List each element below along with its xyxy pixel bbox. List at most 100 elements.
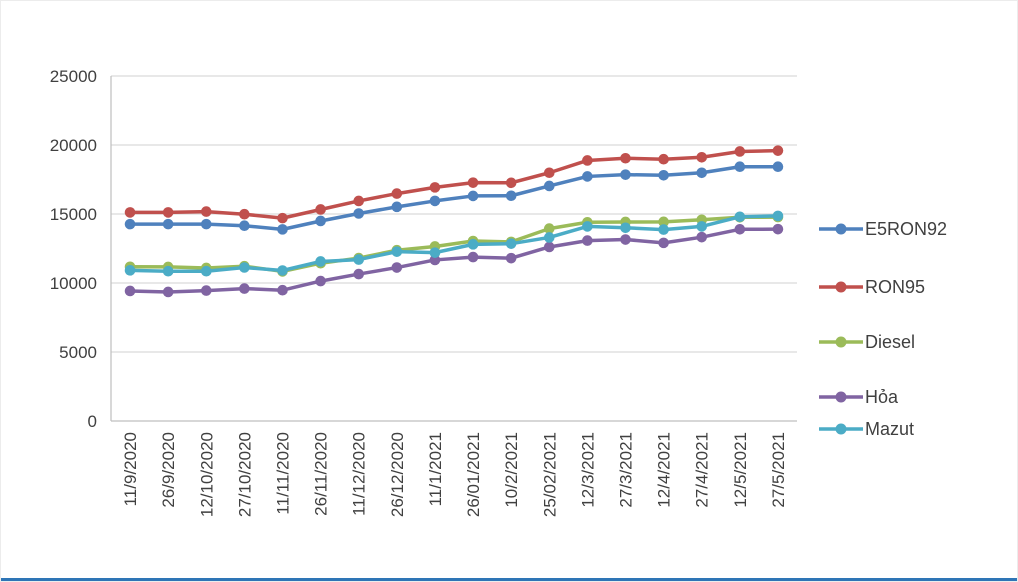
data-point-RON95 bbox=[429, 182, 441, 193]
x-axis-tick-label: 12/4/2021 bbox=[655, 432, 674, 508]
x-axis-tick-label: 26/12/2020 bbox=[388, 432, 407, 517]
data-point-Mazut bbox=[315, 256, 326, 267]
y-axis-tick-label: 0 bbox=[88, 412, 97, 431]
data-point-Hỏa bbox=[772, 223, 784, 235]
data-point-Mazut bbox=[772, 210, 784, 222]
y-axis-tick-label: 15000 bbox=[50, 205, 97, 224]
data-point-RON95 bbox=[467, 177, 479, 188]
data-point-Hỏa bbox=[734, 224, 746, 235]
data-point-Mazut bbox=[353, 254, 365, 265]
legend-item-diesel: Diesel bbox=[819, 330, 915, 354]
data-point-E5RON92 bbox=[429, 195, 441, 207]
data-point-Diesel bbox=[658, 216, 669, 228]
x-axis-tick-label: 27/5/2021 bbox=[769, 432, 788, 508]
legend-item-hoa: Hỏa bbox=[819, 385, 898, 409]
data-point-RON95 bbox=[239, 208, 250, 220]
x-axis-tick-label: 12/5/2021 bbox=[731, 432, 750, 508]
data-point-Diesel bbox=[543, 223, 555, 234]
legend-marker-icon bbox=[819, 423, 863, 435]
x-axis-tick-label: 11/11/2020 bbox=[274, 432, 293, 515]
data-point-Hỏa bbox=[658, 237, 669, 249]
data-point-E5RON92 bbox=[467, 190, 479, 202]
data-point-Mazut bbox=[505, 238, 517, 249]
series-line-E5RON92 bbox=[128, 164, 780, 232]
series-line-Hỏa bbox=[128, 227, 780, 294]
data-point-RON95 bbox=[505, 177, 517, 189]
data-point-E5RON92 bbox=[505, 190, 517, 202]
data-point-E5RON92 bbox=[582, 171, 593, 182]
y-axis-tick-label: 20000 bbox=[50, 136, 97, 155]
data-point-Hỏa bbox=[696, 231, 708, 243]
data-point-RON95 bbox=[734, 146, 746, 157]
data-point-RON95 bbox=[277, 212, 288, 224]
data-point-Hỏa bbox=[467, 251, 479, 263]
data-point-Hỏa bbox=[391, 262, 403, 273]
data-point-E5RON92 bbox=[658, 169, 669, 181]
data-point-RON95 bbox=[582, 155, 593, 166]
x-axis-tick-label: 26/11/2020 bbox=[312, 432, 331, 516]
data-point-Mazut bbox=[620, 222, 631, 234]
legend-label: Hỏa bbox=[865, 386, 899, 407]
data-point-Hỏa bbox=[620, 234, 631, 245]
data-point-Mazut bbox=[391, 246, 403, 257]
data-point-RON95 bbox=[315, 204, 326, 215]
x-axis-tick-label: 12/10/2020 bbox=[197, 432, 216, 517]
x-axis-tick-label: 10/2/2021 bbox=[502, 432, 521, 508]
legend-label: E5RON92 bbox=[865, 218, 948, 239]
window-bottom-edge bbox=[1, 578, 1017, 581]
data-point-Hỏa bbox=[162, 286, 174, 298]
data-point-E5RON92 bbox=[772, 161, 784, 173]
data-point-Hỏa bbox=[543, 241, 555, 253]
x-axis-tick-label: 26/9/2020 bbox=[159, 432, 178, 508]
x-axis-tick-label: 26/01/2021 bbox=[464, 432, 483, 517]
legend-item-e5ron92: E5RON92 bbox=[819, 217, 947, 241]
x-axis-tick-label: 12/3/2021 bbox=[578, 432, 597, 508]
data-point-Hỏa bbox=[277, 284, 288, 296]
data-point-E5RON92 bbox=[734, 161, 746, 173]
series-line-Mazut bbox=[128, 214, 780, 273]
data-point-E5RON92 bbox=[277, 224, 288, 235]
data-point-Hỏa bbox=[124, 285, 136, 297]
data-point-E5RON92 bbox=[543, 180, 555, 192]
data-point-RON95 bbox=[620, 152, 631, 164]
data-point-RON95 bbox=[772, 145, 784, 156]
data-point-Mazut bbox=[200, 265, 212, 277]
data-point-RON95 bbox=[200, 206, 212, 217]
data-point-E5RON92 bbox=[239, 220, 250, 232]
legend-item-mazut: Mazut bbox=[819, 417, 914, 441]
data-point-Hỏa bbox=[315, 275, 326, 287]
data-point-RON95 bbox=[124, 207, 136, 218]
legend-marker-icon bbox=[819, 391, 863, 403]
data-point-E5RON92 bbox=[124, 218, 136, 230]
y-axis-tick-label: 25000 bbox=[50, 67, 97, 86]
data-point-Mazut bbox=[543, 232, 555, 243]
legend-label: Mazut bbox=[865, 418, 915, 439]
data-point-Mazut bbox=[162, 265, 174, 277]
data-point-E5RON92 bbox=[353, 208, 365, 219]
data-point-Hỏa bbox=[239, 283, 250, 294]
data-point-Hỏa bbox=[582, 235, 593, 246]
series-line-RON95 bbox=[128, 148, 780, 220]
data-point-Hỏa bbox=[505, 252, 517, 264]
data-point-Hỏa bbox=[429, 254, 441, 266]
data-point-Mazut bbox=[467, 239, 479, 250]
x-axis-tick-label: 27/4/2021 bbox=[693, 432, 712, 508]
legend-item-ron95: RON95 bbox=[819, 275, 925, 299]
legend-label: Diesel bbox=[865, 331, 916, 352]
data-point-RON95 bbox=[696, 151, 708, 163]
x-axis-tick-label: 27/10/2020 bbox=[235, 432, 254, 517]
data-point-Mazut bbox=[429, 247, 441, 258]
data-point-E5RON92 bbox=[696, 167, 708, 179]
legend-marker-icon bbox=[819, 281, 863, 293]
data-point-RON95 bbox=[543, 167, 555, 179]
legend: E5RON92 RON95 Diesel Hỏa Mazut bbox=[819, 1, 1017, 582]
data-point-Hỏa bbox=[200, 285, 212, 296]
legend-marker-icon bbox=[819, 336, 863, 348]
data-point-Hỏa bbox=[353, 268, 365, 280]
x-axis-tick-label: 25/02/2021 bbox=[540, 432, 559, 517]
x-axis-tick-label: 27/3/2021 bbox=[617, 432, 636, 508]
data-point-Mazut bbox=[277, 265, 288, 276]
data-point-RON95 bbox=[658, 153, 669, 165]
